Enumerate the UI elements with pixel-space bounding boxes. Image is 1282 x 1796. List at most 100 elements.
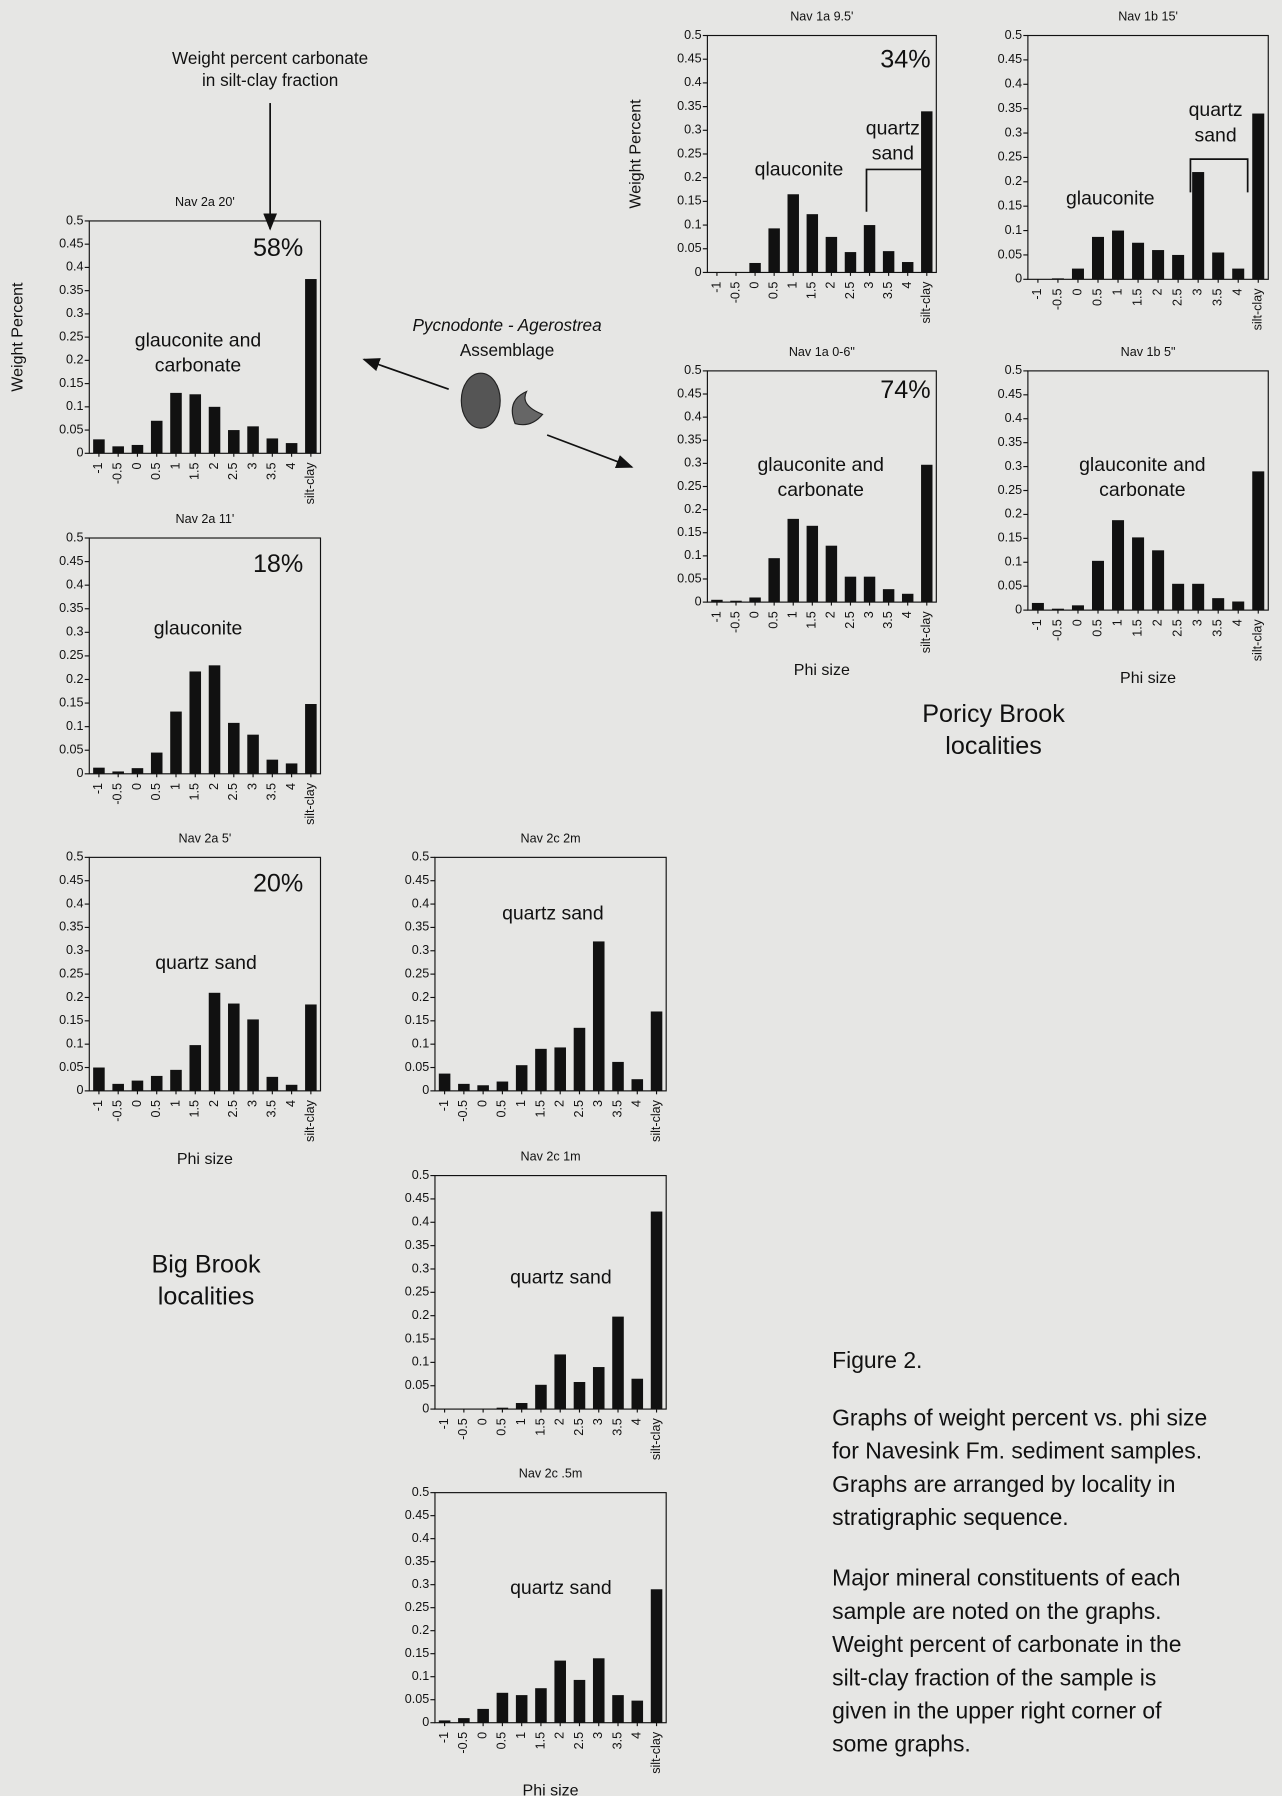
bar <box>554 1047 566 1091</box>
y-tick-label: 0.5 <box>66 850 84 864</box>
x-tick-label: 1.5 <box>805 282 819 300</box>
chart-title: Nav 1b 5" <box>1121 345 1176 359</box>
y-tick-label: 0.45 <box>59 873 83 887</box>
carbonate-percent: 20% <box>253 869 303 897</box>
x-tick-label: 0.5 <box>495 1732 509 1750</box>
annotation: Weight percent carbonate <box>172 48 368 68</box>
y-tick-label: 0.25 <box>998 483 1022 497</box>
y-tick-label: 0.1 <box>412 1036 429 1050</box>
bar <box>266 1076 279 1091</box>
y-tick-label: 0.35 <box>59 283 83 297</box>
bar <box>458 1083 470 1091</box>
x-tick-label: -1 <box>91 783 105 794</box>
y-tick-label: 0.15 <box>59 695 83 709</box>
bar <box>863 576 876 603</box>
locality-label: Big Brook <box>151 1251 261 1279</box>
chart-title: Nav 2a 20' <box>175 195 235 209</box>
y-tick-label: 0.45 <box>998 387 1022 401</box>
bar <box>806 525 819 603</box>
arrow <box>546 434 634 468</box>
x-tick-label: 0 <box>130 1100 144 1107</box>
annotation: Pycnodonte - Agerostrea <box>412 315 601 335</box>
y-tick-label: 0 <box>77 446 84 460</box>
y-tick-label: 0.45 <box>405 1191 429 1205</box>
bar <box>247 734 259 774</box>
x-tick-label: 1.5 <box>533 1100 547 1118</box>
y-tick-label: 0.4 <box>412 1215 429 1229</box>
mineral-label: quartz <box>866 118 920 140</box>
y-tick-label: 0.25 <box>405 966 429 980</box>
x-tick-label: -1 <box>437 1100 451 1111</box>
x-tick-label: 2.5 <box>1170 288 1184 305</box>
bar <box>189 1045 202 1091</box>
caption-line: Major mineral constituents of each <box>832 1565 1180 1591</box>
caption-line: Graphs are arranged by locality in <box>832 1471 1175 1497</box>
y-tick-label: 0.05 <box>405 1060 429 1074</box>
x-tick-label: 2.5 <box>572 1418 586 1435</box>
x-tick-label: silt-clay <box>303 462 317 505</box>
locality-label: localities <box>158 1283 255 1311</box>
y-tick-label: 0 <box>422 1715 429 1729</box>
bar <box>496 1407 509 1410</box>
bar <box>650 1589 663 1723</box>
bar <box>1031 602 1044 611</box>
bar <box>631 1378 644 1410</box>
y-tick-label: 0.5 <box>66 213 84 227</box>
x-tick-label: 0 <box>1070 288 1084 295</box>
bar <box>1212 252 1225 280</box>
bar <box>787 518 799 603</box>
chart-title: Nav 2c .5m <box>519 1467 583 1481</box>
y-tick-label: 0.05 <box>59 422 83 436</box>
bar <box>573 1027 586 1091</box>
y-tick-label: 0.2 <box>412 1308 429 1322</box>
x-tick-label: 1 <box>786 282 800 289</box>
x-tick-label: 2.5 <box>226 783 240 801</box>
bar <box>882 589 895 603</box>
x-tick-label: -0.5 <box>111 462 125 484</box>
chart-title: Nav 1a 9.5' <box>790 10 853 24</box>
y-tick-label: 0.1 <box>1005 223 1023 237</box>
x-tick-label: 2 <box>824 282 838 289</box>
y-tick-label: 0.4 <box>66 260 84 274</box>
bar <box>438 1720 451 1723</box>
x-tick-label: 4 <box>1231 619 1245 626</box>
x-tick-label: -0.5 <box>456 1732 470 1754</box>
bar <box>266 438 279 454</box>
bar <box>1172 583 1185 611</box>
y-tick-label: 0.3 <box>684 123 702 137</box>
bar <box>496 1692 509 1723</box>
x-tick-label: 1 <box>1110 619 1124 626</box>
bar <box>208 406 221 454</box>
y-tick-label: 0.05 <box>405 1378 429 1392</box>
bar <box>882 251 895 273</box>
y-tick-label: 0.3 <box>412 1261 429 1275</box>
caption-line: some graphs. <box>832 1731 971 1757</box>
bar <box>1232 601 1245 611</box>
y-tick-label: 0.05 <box>998 247 1022 261</box>
bar <box>1252 113 1265 280</box>
y-tick-label: 0.25 <box>677 146 701 160</box>
y-tick-label: 0.3 <box>1005 459 1023 473</box>
x-tick-label: 4 <box>284 1100 298 1107</box>
mineral-label: glauconite and <box>135 329 261 351</box>
bar <box>305 704 317 774</box>
x-tick-label: 3.5 <box>610 1732 624 1750</box>
x-tick-label: -1 <box>1030 619 1044 630</box>
y-tick-label: 0.15 <box>677 194 701 208</box>
bar <box>535 1048 547 1091</box>
y-tick-label: 0.1 <box>66 1036 84 1050</box>
bar <box>438 1073 451 1091</box>
bar <box>1091 236 1105 280</box>
bar <box>515 1065 528 1091</box>
x-tick-label: 0 <box>130 462 144 469</box>
y-tick-label: 0.45 <box>998 52 1022 66</box>
x-tick-label: 3 <box>591 1418 605 1425</box>
x-tick-label: -0.5 <box>111 783 125 805</box>
shell-icon <box>511 390 544 426</box>
x-tick-label: 4 <box>284 462 298 469</box>
x-tick-label: 2.5 <box>1170 619 1184 636</box>
bar <box>592 1367 605 1410</box>
x-tick-label: 1.5 <box>805 611 819 629</box>
mineral-label: quartz <box>1189 99 1243 121</box>
bar <box>787 194 799 273</box>
